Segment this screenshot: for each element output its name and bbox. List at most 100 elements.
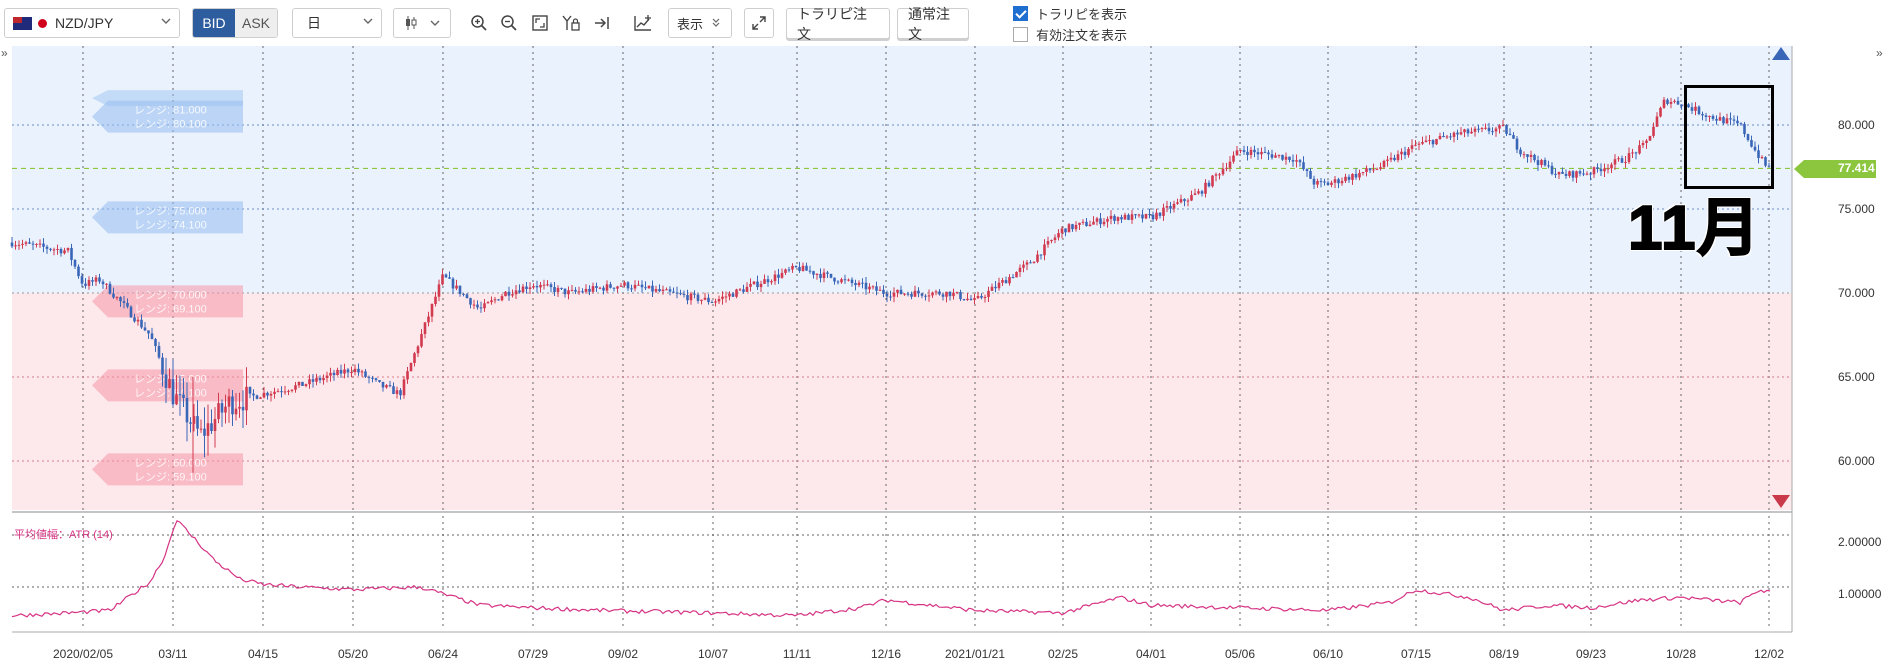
- candle-body: [1554, 173, 1557, 175]
- candle-body: [1603, 168, 1606, 172]
- collapse-right-icon[interactable]: »: [1876, 46, 1883, 60]
- show-valid-orders-checkbox[interactable]: 有効注文を表示: [1013, 25, 1127, 44]
- candle-body: [1655, 116, 1659, 127]
- normal-order-button[interactable]: 通常注文: [897, 6, 969, 42]
- chart-type-select[interactable]: [393, 8, 451, 38]
- candle-body: [1134, 214, 1137, 216]
- candle-body: [703, 297, 707, 300]
- candle-body: [17, 244, 21, 246]
- candle-body: [56, 248, 59, 250]
- candle-body: [1074, 224, 1078, 230]
- candle-body: [966, 298, 969, 300]
- candle-body: [1085, 221, 1088, 227]
- indicator-icon[interactable]: [630, 10, 656, 36]
- candle-body: [752, 281, 756, 284]
- candle-body: [602, 287, 605, 291]
- candle-body: [504, 291, 507, 297]
- candle-body: [59, 248, 63, 254]
- candle-body: [626, 282, 630, 289]
- candle-body: [136, 319, 140, 322]
- candle-body: [833, 277, 836, 282]
- candle-body: [101, 281, 105, 285]
- candle-body: [815, 273, 819, 275]
- chevron-down-icon: [430, 20, 440, 26]
- fit-icon[interactable]: [527, 10, 553, 36]
- annotation-box: [1684, 85, 1774, 189]
- candle-body: [1022, 264, 1025, 268]
- candle-body: [1631, 152, 1634, 154]
- candle-body: [1739, 123, 1743, 125]
- candle-body: [108, 283, 112, 294]
- candle-body: [647, 285, 651, 289]
- candle-body: [1032, 261, 1036, 264]
- crosshair-icon[interactable]: [558, 10, 584, 36]
- candle-body: [308, 379, 311, 385]
- candle-body: [910, 293, 913, 297]
- candle-body: [98, 277, 101, 282]
- candle-body: [1323, 181, 1326, 183]
- candle-body: [1473, 128, 1477, 132]
- candle-body: [1571, 171, 1575, 178]
- x-axis-label: 10/07: [697, 647, 729, 661]
- candle-body: [66, 247, 70, 251]
- candle-body: [10, 242, 14, 247]
- candle-body: [49, 248, 52, 250]
- candle-body: [388, 385, 392, 387]
- candle-body: [1162, 207, 1165, 216]
- candle-body: [1414, 144, 1417, 146]
- candle-body: [1760, 157, 1764, 159]
- candle-body: [234, 408, 238, 415]
- collapse-left-icon[interactable]: »: [1, 46, 8, 60]
- candle-body: [87, 280, 91, 286]
- candle-body: [770, 281, 773, 283]
- show-trarip-checkbox[interactable]: トラリピを表示: [1013, 4, 1127, 23]
- candle-body: [1277, 154, 1281, 156]
- bid-button[interactable]: BID: [193, 9, 235, 37]
- candle-body: [1725, 118, 1729, 124]
- candle-body: [528, 287, 532, 290]
- candle-body: [224, 406, 227, 413]
- range-tag-1: [92, 201, 243, 234]
- candle-body: [836, 281, 840, 283]
- candle-body: [269, 393, 273, 396]
- candle-body: [472, 304, 476, 306]
- candle-body: [1421, 142, 1424, 144]
- candle-body: [542, 284, 546, 286]
- candle-body: [773, 274, 777, 282]
- trarip-order-button[interactable]: トラリピ注文: [786, 6, 890, 42]
- candle-body: [539, 284, 542, 288]
- zoom-in-icon[interactable]: [466, 10, 492, 36]
- currency-pair-select[interactable]: NZD/JPY: [4, 8, 180, 38]
- candle-body: [1253, 149, 1256, 153]
- atr-label-1: 1.00000: [1838, 587, 1882, 601]
- atr-title: 平均値幅：ATR (14): [14, 529, 113, 541]
- candle-body: [560, 287, 563, 289]
- display-menu[interactable]: 表示: [668, 8, 732, 38]
- candle-body: [1179, 199, 1183, 203]
- candle-body: [315, 377, 318, 382]
- zoom-out-icon[interactable]: [496, 10, 522, 36]
- candle-body: [686, 295, 689, 301]
- chevron-down-icon: [161, 18, 171, 24]
- candle-body: [346, 369, 350, 373]
- jump-latest-icon[interactable]: [589, 10, 615, 36]
- candle-body: [787, 269, 791, 271]
- candle-body: [423, 322, 427, 335]
- candle-body: [798, 266, 801, 271]
- scroll-down-icon[interactable]: [1771, 494, 1791, 509]
- scroll-up-icon[interactable]: [1771, 46, 1791, 61]
- candle-body: [1375, 168, 1379, 170]
- expand-icon[interactable]: [744, 8, 774, 38]
- candle-body: [1627, 153, 1631, 162]
- ask-button[interactable]: ASK: [235, 9, 277, 37]
- candle-body: [339, 369, 343, 374]
- candle-body: [1288, 156, 1291, 160]
- candle-body: [595, 286, 598, 289]
- price-label-75: 75.000: [1838, 202, 1875, 216]
- candle-body: [154, 339, 157, 347]
- candle-body: [1393, 157, 1396, 161]
- period-select[interactable]: 日: [292, 8, 382, 38]
- candle-body: [731, 293, 735, 297]
- candle-body: [1281, 154, 1284, 160]
